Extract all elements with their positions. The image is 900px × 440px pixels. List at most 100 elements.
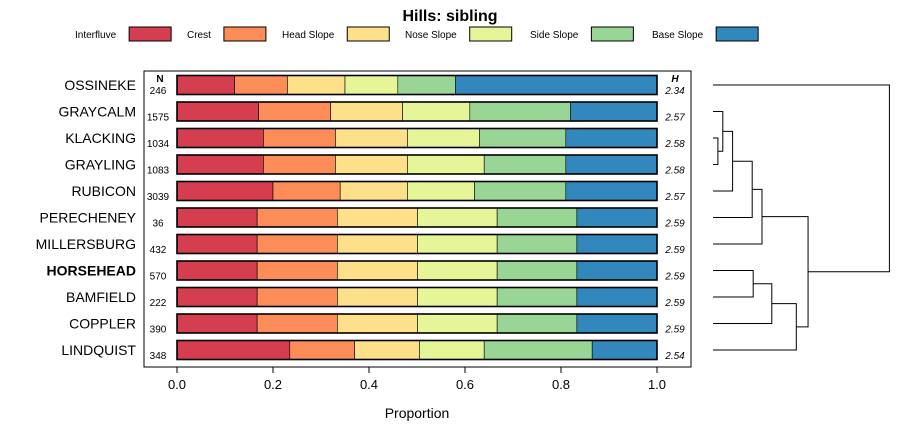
row-h-rubicon: 2.57 [664, 192, 685, 203]
bar-outline [176, 154, 658, 175]
bar-segment-side-slope [483, 340, 593, 360]
bar-segment-side-slope [496, 260, 578, 281]
row-klacking: KLACKING 1034 2.58 [65, 127, 685, 150]
bar-segment-side-slope [496, 313, 578, 334]
row-graycalm: GRAYCALM 1575 2.57 [58, 101, 685, 124]
dendrogram-link [762, 216, 809, 328]
bar-segment-crest [263, 128, 336, 148]
row-n-graycalm: 1575 [147, 113, 170, 124]
row-h-grayling: 2.58 [664, 166, 685, 177]
row-h-klacking: 2.58 [664, 139, 685, 150]
bar-segment-side-slope [496, 234, 578, 254]
row-label-klacking: KLACKING [65, 130, 136, 146]
row-n-horsehead: 570 [150, 272, 167, 283]
row-ossineke: OSSINEKE 246 2.34 [64, 74, 685, 97]
bar-segment-crest [256, 207, 338, 228]
bar-segment-side-slope [496, 287, 578, 307]
bar-segment-base-slope [576, 260, 658, 281]
row-horsehead: HORSEHEAD 570 2.59 [47, 260, 685, 283]
bar-segment-base-slope [570, 101, 658, 122]
dendrogram [713, 84, 890, 351]
bar-outline [176, 286, 658, 308]
x-tick-label: 0.6 [456, 377, 474, 392]
row-n-lindquist: 348 [150, 351, 167, 362]
bar-segment-interfluve [176, 260, 258, 281]
x-axis: 0.0 0.2 0.4 0.6 0.8 1.0 [168, 367, 666, 392]
row-label-lindquist: LINDQUIST [61, 342, 136, 358]
bar-segment-interfluve [176, 340, 291, 360]
row-h-bamfield: 2.59 [664, 298, 685, 309]
legend-label-base-slope: Base Slope [652, 30, 704, 41]
dendrogram-link [713, 84, 890, 273]
row-lindquist: LINDQUIST 348 2.54 [61, 339, 685, 362]
bar-segment-head-slope [335, 154, 408, 175]
legend-label-side-slope: Side Slope [530, 30, 579, 41]
bar-segment-nose-slope [417, 207, 498, 228]
bar-segment-crest [256, 234, 338, 254]
bar-segment-interfluve [176, 75, 235, 95]
bar-outline [176, 180, 658, 202]
row-label-perecheney: PERECHENEY [40, 210, 137, 226]
x-tick-label: 1.0 [648, 377, 666, 392]
bar-segment-base-slope [455, 75, 658, 95]
legend-swatch-base-slope [715, 26, 759, 42]
bar-segment-head-slope [337, 313, 418, 334]
bar-outline [176, 339, 658, 361]
x-tick-label: 0.2 [264, 377, 282, 392]
row-n-grayling: 1083 [147, 166, 170, 177]
bar-segment-crest [256, 313, 338, 334]
dendrogram-link [713, 283, 773, 324]
bar-segment-head-slope [337, 287, 418, 307]
bar-segment-base-slope [576, 207, 658, 228]
bar-segment-nose-slope [419, 340, 485, 360]
bar-segment-interfluve [176, 128, 264, 148]
bar-segment-crest [289, 340, 355, 360]
row-label-millersburg: MILLERSBURG [36, 236, 136, 252]
bar-segment-nose-slope [407, 154, 485, 175]
row-grayling: GRAYLING 1083 2.58 [65, 154, 685, 177]
x-axis-label: Proportion [385, 405, 450, 421]
bar-segment-crest [272, 181, 341, 201]
bar-segment-head-slope [335, 128, 408, 148]
h-header: H [671, 74, 679, 85]
bar-segment-base-slope [576, 313, 658, 334]
bar-segment-interfluve [176, 313, 258, 334]
row-label-grayling: GRAYLING [65, 157, 136, 173]
bar-segment-nose-slope [402, 101, 471, 122]
bar-segment-head-slope [337, 207, 418, 228]
bar-segment-crest [234, 75, 288, 95]
bar-segment-nose-slope [417, 313, 498, 334]
bar-segment-head-slope [330, 101, 403, 122]
row-h-horsehead: 2.59 [664, 272, 685, 283]
bar-segment-side-slope [479, 128, 567, 148]
row-perecheney: PERECHENEY 36 2.59 [40, 207, 685, 230]
legend-swatch-crest [223, 26, 267, 42]
bar-segment-interfluve [176, 101, 259, 122]
bar-segment-nose-slope [417, 234, 498, 254]
legend-label-interfluve: Interfluve [75, 30, 117, 41]
row-n-klacking: 1034 [147, 139, 170, 150]
bar-outline [176, 207, 658, 228]
bar-segment-nose-slope [417, 287, 498, 307]
bar-segment-nose-slope [344, 75, 399, 95]
bar-segment-base-slope [591, 340, 658, 360]
row-coppler: COPPLER 390 2.59 [69, 313, 685, 336]
x-tick-label: 0.8 [552, 377, 570, 392]
row-bamfield: BAMFIELD 222 2.59 [66, 286, 685, 309]
legend-label-head-slope: Head Slope [282, 30, 335, 41]
row-n-perecheney: 36 [152, 219, 164, 230]
legend-swatch-interfluve [128, 26, 172, 42]
row-h-graycalm: 2.57 [664, 113, 685, 124]
bar-outline [176, 74, 658, 96]
bar-segment-side-slope [469, 101, 571, 122]
plot-panel [143, 70, 692, 368]
dendrogram-link [713, 270, 754, 298]
bar-segment-side-slope [483, 154, 567, 175]
bar-segment-base-slope [565, 181, 658, 201]
bar-segment-base-slope [576, 234, 658, 254]
row-label-ossineke: OSSINEKE [64, 77, 136, 93]
bar-segment-nose-slope [407, 128, 480, 148]
bar-segment-interfluve [176, 181, 274, 201]
bar-segment-interfluve [176, 207, 258, 228]
